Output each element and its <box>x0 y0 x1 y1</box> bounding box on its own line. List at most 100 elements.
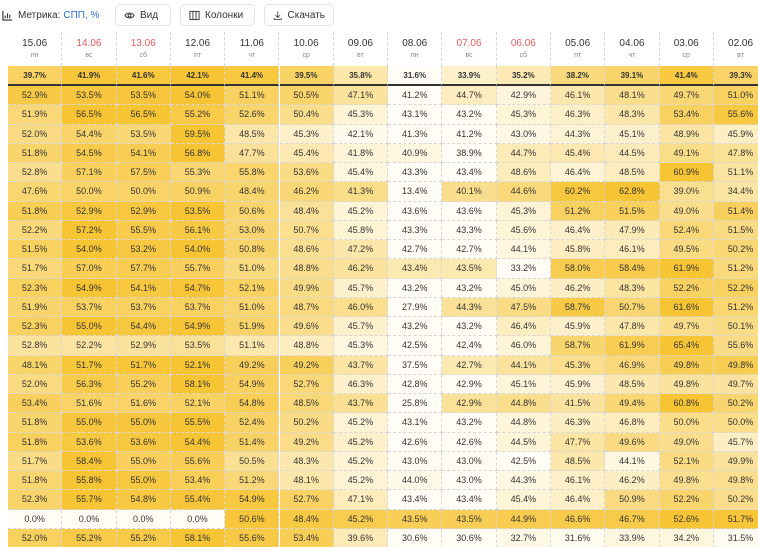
data-cell: 58.4% <box>605 259 660 279</box>
column-date: 09.06 <box>347 38 373 49</box>
metric-label: Метрика: <box>18 9 61 21</box>
data-cell: 46.3% <box>551 105 606 125</box>
data-cell: 55.0% <box>62 413 117 433</box>
data-cell: 55.0% <box>62 317 117 337</box>
data-cell: 52.1% <box>225 278 280 298</box>
data-cell: 55.7% <box>170 259 226 279</box>
data-cell: 55.0% <box>116 471 171 491</box>
data-cell: 52.9% <box>8 86 63 106</box>
data-cell: 43.4% <box>442 163 497 183</box>
column-weekday: сб <box>519 52 528 59</box>
data-cell: 45.1% <box>496 374 551 394</box>
column-weekday: чт <box>628 52 636 59</box>
data-cell: 43.7% <box>333 355 389 375</box>
data-cell: 50.7% <box>279 220 334 240</box>
column-header: 03.06 ср <box>660 32 714 66</box>
data-cell: 52.7% <box>279 490 334 510</box>
data-cell: 47.7% <box>551 432 606 452</box>
data-cell: 44.3% <box>496 471 551 491</box>
data-cell: 48.3% <box>605 278 660 298</box>
column-weekday: пн <box>30 52 39 59</box>
column-weekday: ср <box>682 52 690 59</box>
data-cell: 44.6% <box>496 182 551 202</box>
download-button[interactable]: Скачать <box>264 4 334 26</box>
data-cell: 53.7% <box>62 297 117 317</box>
data-cell: 49.8% <box>713 355 758 375</box>
data-cell: 49.9% <box>279 278 334 298</box>
summary-cell: 35.2% <box>496 66 551 86</box>
data-cell: 55.2% <box>116 528 171 547</box>
data-cell: 45.1% <box>605 124 660 144</box>
data-cell: 44.8% <box>496 394 551 414</box>
data-cell: 59.5% <box>170 124 226 144</box>
column-date: 06.06 <box>510 38 536 49</box>
data-cell: 47.9% <box>605 220 660 240</box>
data-cell: 47.8% <box>605 317 660 337</box>
data-cell: 25.8% <box>388 394 443 414</box>
view-button[interactable]: Вид <box>115 4 171 26</box>
data-cell: 13.4% <box>388 182 443 202</box>
column-weekday: вс <box>85 52 93 59</box>
columns-button[interactable]: Колонки <box>180 4 255 26</box>
data-cell: 48.7% <box>279 297 334 317</box>
column-header: 05.06 пт <box>551 32 606 66</box>
data-cell: 44.1% <box>496 355 551 375</box>
data-cell: 43.4% <box>442 490 497 510</box>
data-cell: 53.6% <box>62 432 117 452</box>
data-cell: 45.8% <box>551 240 606 260</box>
data-cell: 43.6% <box>442 201 497 221</box>
data-cell: 45.3% <box>333 105 389 125</box>
data-cell: 0.0% <box>62 509 117 529</box>
chart-icon <box>2 10 13 21</box>
data-cell: 58.1% <box>170 374 226 394</box>
data-cell: 51.2% <box>713 259 758 279</box>
data-cell: 55.8% <box>225 163 280 183</box>
data-cell: 45.4% <box>496 490 551 510</box>
data-cell: 49.4% <box>605 394 660 414</box>
data-cell: 44.1% <box>496 240 551 260</box>
data-cell: 45.4% <box>279 143 334 163</box>
columns-icon <box>189 10 200 20</box>
data-cell: 43.5% <box>442 509 497 529</box>
data-cell: 46.4% <box>551 163 606 183</box>
data-cell: 48.8% <box>279 259 334 279</box>
data-cell: 51.2% <box>551 201 606 221</box>
data-cell: 46.7% <box>605 509 660 529</box>
data-cell: 47.5% <box>496 297 551 317</box>
data-cell: 0.0% <box>8 509 63 529</box>
data-cell: 44.3% <box>442 297 497 317</box>
data-cell: 44.1% <box>605 451 660 471</box>
data-cell: 48.5% <box>605 163 660 183</box>
summary-cell: 41.6% <box>116 66 171 86</box>
data-cell: 47.7% <box>225 143 280 163</box>
data-cell: 49.6% <box>279 317 334 337</box>
metric-selector[interactable]: Метрика: СПП, % <box>0 4 107 26</box>
data-cell: 44.7% <box>442 86 497 106</box>
column-header: 10.06 ср <box>280 32 334 66</box>
columns-label: Колонки <box>205 9 244 21</box>
data-cell: 49.2% <box>279 355 334 375</box>
data-cell: 34.2% <box>659 528 714 547</box>
data-cell: 50.2% <box>713 240 758 260</box>
data-cell: 52.2% <box>659 490 714 510</box>
data-cell: 46.2% <box>605 471 660 491</box>
data-cell: 45.7% <box>333 317 389 337</box>
data-cell: 42.9% <box>442 394 497 414</box>
data-cell: 49.6% <box>605 432 660 452</box>
data-cell: 46.0% <box>496 336 551 356</box>
data-cell: 40.9% <box>388 143 443 163</box>
data-cell: 56.8% <box>170 143 226 163</box>
column-header: 11.06 чт <box>225 32 280 66</box>
summary-cell: 38.2% <box>551 66 606 86</box>
data-cell: 52.0% <box>8 374 63 394</box>
data-cell: 49.8% <box>659 355 714 375</box>
data-cell: 31.6% <box>551 528 606 547</box>
data-cell: 41.3% <box>388 124 443 144</box>
data-cell: 53.6% <box>279 163 334 183</box>
data-cell: 54.8% <box>116 490 171 510</box>
data-cell: 51.1% <box>713 163 758 183</box>
data-cell: 48.5% <box>605 374 660 394</box>
data-cell: 48.3% <box>279 451 334 471</box>
data-cell: 51.0% <box>225 259 280 279</box>
column-header: 06.06 сб <box>497 32 551 66</box>
